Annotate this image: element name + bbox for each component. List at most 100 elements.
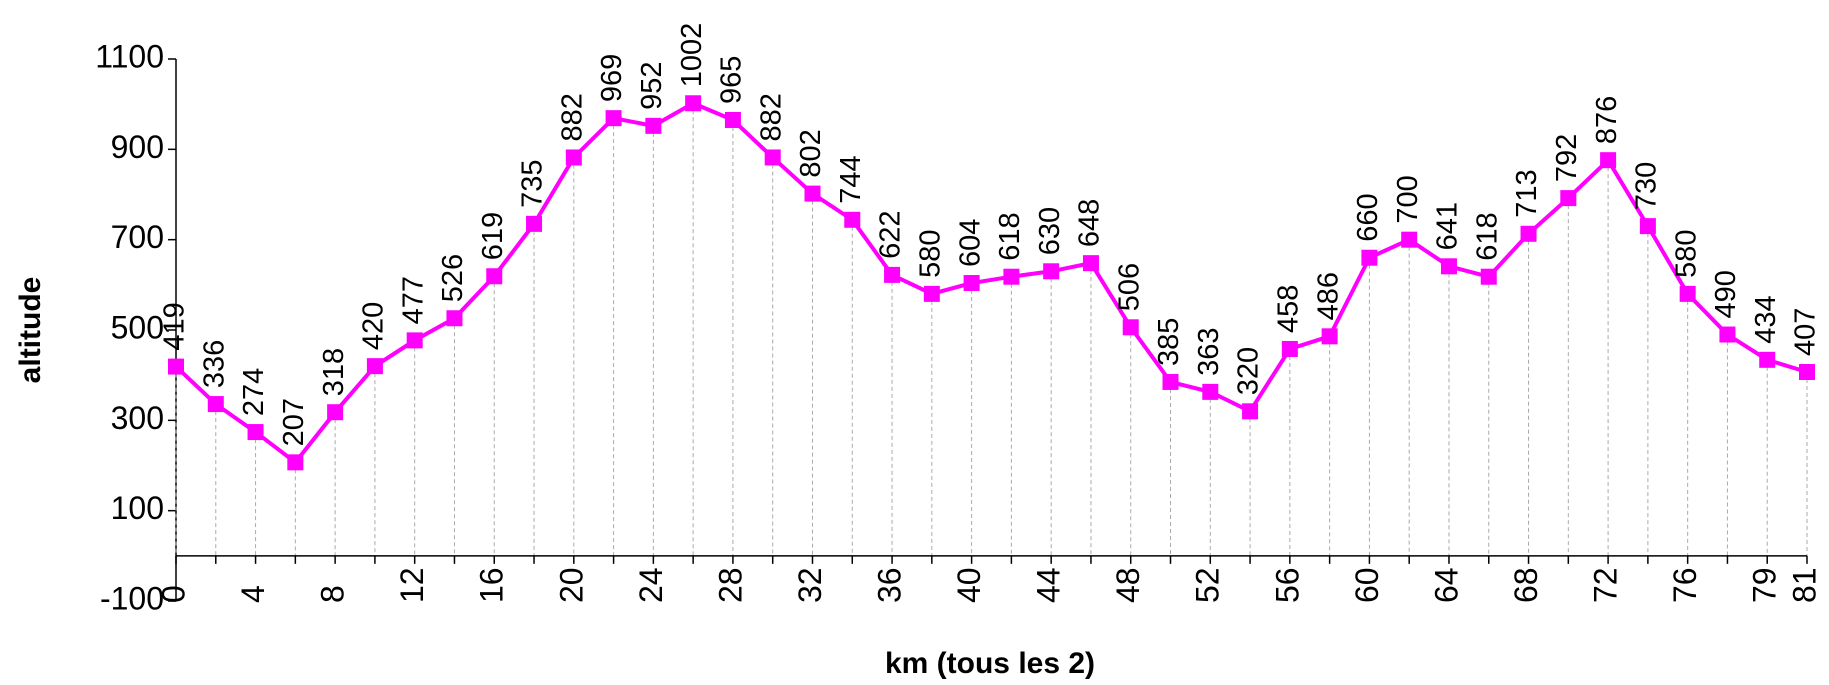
data-label: 730 [1631,162,1663,210]
x-tick-label: 76 [1667,567,1703,603]
x-tick-label: 0 [155,585,191,603]
x-tick-label: 12 [394,567,430,603]
marker [366,358,383,375]
marker [1639,218,1656,235]
marker [1520,225,1537,242]
x-tick-label: 8 [315,585,351,603]
x-tick-label: 52 [1190,567,1226,603]
marker [1202,383,1219,400]
data-label: 660 [1352,193,1384,241]
x-tick-label: 20 [553,567,589,603]
x-tick-label: 4 [235,585,271,603]
marker [406,332,423,349]
marker [764,149,781,166]
marker [1082,255,1099,272]
x-tick-label: 24 [633,567,669,603]
marker [645,117,662,134]
marker [1043,263,1060,280]
data-label: 274 [238,368,270,416]
marker [963,275,980,292]
data-label: 713 [1511,169,1543,217]
marker [1361,249,1378,266]
y-tick-label: 500 [111,309,164,345]
data-label: 630 [1034,207,1066,255]
marker [207,396,224,413]
data-label: 876 [1591,96,1623,144]
y-tick-label: 100 [111,490,164,526]
data-label: 486 [1312,272,1344,320]
marker [1600,152,1617,169]
data-label: 604 [954,219,986,267]
data-label: 420 [358,302,390,350]
marker [1162,373,1179,390]
data-label: 619 [477,212,509,260]
data-label: 700 [1392,175,1424,223]
x-axis-label: km (tous les 2) [885,647,1095,680]
y-tick-label: 300 [111,400,164,436]
data-label: 477 [397,276,429,324]
marker [446,310,463,327]
data-label: 458 [1273,285,1305,333]
marker [1321,328,1338,345]
data-label: 506 [1113,263,1145,311]
data-label: 318 [318,348,350,396]
data-label: 622 [875,211,907,259]
data-label: 965 [716,56,748,104]
data-label: 580 [914,229,946,277]
x-tick-label: 56 [1269,567,1305,603]
data-label: 618 [1471,212,1503,260]
data-label: 641 [1432,202,1464,250]
data-label: 648 [1074,199,1106,247]
marker [247,424,264,441]
marker [724,111,741,128]
marker [605,110,622,127]
marker [923,285,940,302]
marker [565,149,582,166]
data-label: 490 [1710,270,1742,318]
marker [804,185,821,202]
data-label: 952 [636,61,668,109]
x-tick-label: 40 [951,567,987,603]
y-tick-label: 1100 [95,38,164,74]
x-tick-label: 48 [1110,567,1146,603]
data-label: 744 [835,155,867,203]
data-label: 407 [1790,308,1822,356]
y-tick-label: -100 [100,580,164,616]
data-label: 1002 [676,23,708,88]
marker [327,404,344,421]
x-tick-label: 28 [712,567,748,603]
marker [1719,326,1736,343]
marker [486,268,503,285]
x-tick-label: 44 [1031,567,1067,603]
y-tick-label: 700 [111,219,164,255]
marker [168,358,184,375]
marker [1242,403,1259,420]
data-label: 580 [1670,229,1702,277]
data-label: 526 [437,254,469,302]
x-tick-label: 72 [1588,567,1624,603]
x-tick-label: 32 [792,567,828,603]
data-label: 385 [1153,318,1185,366]
data-label: 363 [1193,327,1225,375]
marker [287,454,304,471]
y-tick-label: 900 [111,129,164,165]
marker [1401,231,1418,248]
marker [1003,268,1020,285]
marker [1679,285,1696,302]
marker [1799,364,1815,381]
data-label: 320 [1233,347,1265,395]
x-tick-label: 60 [1349,567,1385,603]
marker [685,95,702,112]
x-tick-label: 68 [1508,567,1544,603]
data-label: 792 [1551,134,1583,182]
x-tick-label: 16 [474,567,510,603]
marker [1281,340,1298,357]
x-tick-label: 79 [1747,567,1783,603]
data-label: 882 [556,93,588,141]
data-label: 618 [994,212,1026,260]
data-label: 882 [755,93,787,141]
marker [1480,268,1497,285]
data-label: 336 [198,340,230,388]
marker [1759,351,1776,368]
data-label: 802 [795,129,827,177]
